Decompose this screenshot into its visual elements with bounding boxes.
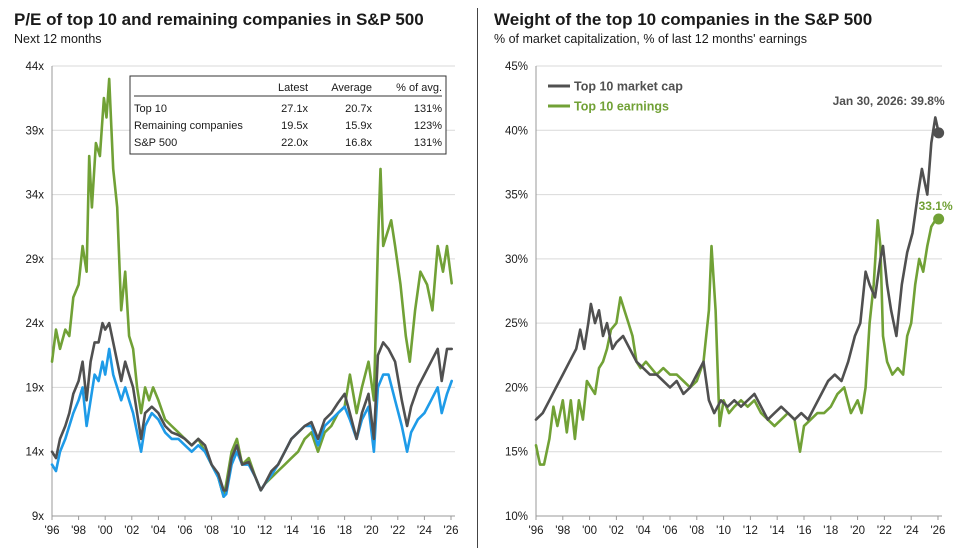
y-tick-label: 14x bbox=[25, 447, 44, 459]
legend-label: Top 10 market cap bbox=[574, 80, 683, 94]
series-line-top-10 bbox=[50, 77, 453, 498]
pe-chart-panel: P/E of top 10 and remaining companies in… bbox=[0, 0, 470, 555]
weight-chart-subtitle: % of market capitalization, % of last 12… bbox=[494, 32, 807, 46]
x-tick-label: '26 bbox=[444, 525, 459, 537]
weight-chart: 10% 15% 20% 25% 30% 35% 40% 45% '96 '98 '00 '02 '04 '… bbox=[505, 61, 953, 537]
legend-label: Top 10 earnings bbox=[574, 100, 669, 114]
pe-table-cell-latest: 19.5x bbox=[281, 120, 308, 132]
pe-chart-subtitle: Next 12 months bbox=[14, 32, 102, 46]
y-tick-label: 35% bbox=[505, 190, 528, 202]
x-tick-label: '22 bbox=[877, 525, 892, 537]
y-tick-label: 9x bbox=[32, 511, 44, 523]
panel-divider bbox=[477, 8, 478, 548]
x-tick-label: '22 bbox=[390, 525, 405, 537]
pe-table-cell-pct: 123% bbox=[414, 120, 442, 132]
x-tick-label: '10 bbox=[231, 525, 246, 537]
earnings-latest-annotation: 33.1% bbox=[919, 199, 953, 213]
x-tick-label: '14 bbox=[284, 525, 300, 537]
y-tick-label: 15% bbox=[505, 447, 528, 459]
x-tick-label: '16 bbox=[796, 525, 811, 537]
y-tick-label: 19x bbox=[25, 382, 44, 394]
series-line-remaining-companies bbox=[50, 347, 453, 498]
y-tick-label: 34x bbox=[25, 190, 44, 202]
x-tick-label: '10 bbox=[716, 525, 731, 537]
weight-chart-panel: Weight of the top 10 companies in the S&… bbox=[484, 0, 966, 555]
x-tick-label: '04 bbox=[636, 525, 652, 537]
end-point-marker bbox=[933, 127, 945, 139]
x-tick-label: '96 bbox=[45, 525, 60, 537]
pe-table-box bbox=[129, 75, 447, 155]
y-tick-label: 10% bbox=[505, 511, 528, 523]
x-tick-label: '96 bbox=[529, 525, 544, 537]
x-tick-label: '14 bbox=[770, 525, 786, 537]
pe-table-header: Average bbox=[331, 82, 372, 94]
x-tick-label: '00 bbox=[582, 525, 597, 537]
pe-table-cell-latest: 22.0x bbox=[281, 137, 308, 149]
x-tick-label: '02 bbox=[124, 525, 139, 537]
x-tick-label: '24 bbox=[904, 525, 920, 537]
pe-table-cell-average: 20.7x bbox=[345, 103, 372, 115]
x-tick-label: '02 bbox=[609, 525, 624, 537]
series-line-top-10-earnings bbox=[534, 217, 940, 466]
pe-table-cell-pct: 131% bbox=[414, 103, 442, 115]
x-tick-label: '06 bbox=[178, 525, 193, 537]
pe-chart: 9x 14x 19x 24x 29x 34x 39x 44x '96 '98 '00 '02 '04 '0… bbox=[25, 61, 459, 537]
x-tick-label: '18 bbox=[823, 525, 838, 537]
pe-table-header: Latest bbox=[278, 82, 308, 94]
pe-table-cell-average: 15.9x bbox=[345, 120, 372, 132]
y-tick-label: 40% bbox=[505, 125, 528, 137]
y-tick-label: 29x bbox=[25, 254, 44, 266]
x-tick-label: '06 bbox=[662, 525, 677, 537]
x-tick-label: '20 bbox=[850, 525, 865, 537]
pe-table-cell-pct: 131% bbox=[414, 137, 442, 149]
x-tick-label: '16 bbox=[311, 525, 326, 537]
y-tick-label: 24x bbox=[25, 318, 44, 330]
x-tick-label: '04 bbox=[151, 525, 167, 537]
series-line-top-10-market-cap bbox=[534, 116, 940, 421]
x-tick-label: '08 bbox=[204, 525, 219, 537]
marketcap-latest-annotation: Jan 30, 2026: 39.8% bbox=[833, 94, 945, 108]
y-tick-label: 30% bbox=[505, 254, 528, 266]
y-tick-label: 39x bbox=[25, 125, 44, 137]
x-tick-label: '20 bbox=[364, 525, 379, 537]
pe-table-cell-label: Top 10 bbox=[134, 103, 167, 115]
y-tick-label: 25% bbox=[505, 318, 528, 330]
x-tick-label: '18 bbox=[337, 525, 352, 537]
x-tick-label: '98 bbox=[71, 525, 86, 537]
x-tick-label: '00 bbox=[98, 525, 113, 537]
pe-table-header: % of avg. bbox=[396, 82, 442, 94]
x-tick-label: '98 bbox=[555, 525, 570, 537]
x-tick-label: '12 bbox=[257, 525, 272, 537]
pe-table-cell-average: 16.8x bbox=[345, 137, 372, 149]
weight-chart-title: Weight of the top 10 companies in the S&… bbox=[494, 10, 873, 29]
x-tick-label: '08 bbox=[689, 525, 704, 537]
end-point-marker bbox=[933, 213, 945, 225]
pe-table-cell-label: S&P 500 bbox=[134, 137, 177, 149]
pe-table-cell-label: Remaining companies bbox=[134, 120, 243, 132]
x-tick-label: '26 bbox=[930, 525, 945, 537]
x-tick-label: '12 bbox=[743, 525, 758, 537]
pe-table-cell-latest: 27.1x bbox=[281, 103, 308, 115]
pe-chart-title: P/E of top 10 and remaining companies in… bbox=[14, 10, 424, 29]
series-line-s-p-500 bbox=[50, 321, 453, 492]
y-tick-label: 20% bbox=[505, 382, 528, 394]
x-tick-label: '24 bbox=[417, 525, 433, 537]
y-tick-label: 45% bbox=[505, 61, 528, 73]
y-tick-label: 44x bbox=[25, 61, 44, 73]
